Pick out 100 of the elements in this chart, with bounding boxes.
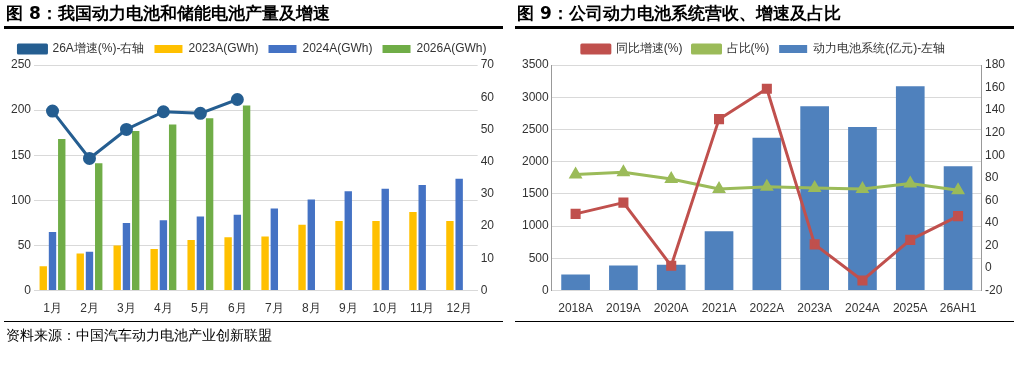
bar [233, 214, 242, 291]
point [569, 167, 582, 179]
y-tick-label: 3500 [521, 57, 550, 72]
y-tick-label: 200 [10, 102, 32, 117]
legend-label: 动力电池系统(亿元)-左轴 [813, 41, 946, 56]
point [570, 208, 581, 219]
bar [609, 265, 638, 291]
bar [381, 188, 389, 291]
point [952, 183, 964, 195]
x-tick-label: 2024A [845, 301, 880, 316]
point [761, 83, 772, 94]
point [857, 275, 868, 286]
y2-tick-label: 100 [984, 147, 1006, 162]
legend-label: 2024A(GWh) [302, 41, 373, 56]
point [193, 106, 207, 120]
legend-label: 同比增速(%) [615, 41, 683, 56]
bar [446, 221, 454, 291]
y2-tick-label: 140 [984, 102, 1006, 117]
bar [242, 105, 251, 291]
bar [76, 253, 84, 291]
bar [122, 222, 131, 291]
x-tick-label: 2月 [80, 301, 99, 316]
y2-tick-label: 40 [984, 215, 999, 230]
bar [58, 139, 66, 291]
bar [196, 216, 205, 291]
x-tick-label: 10月 [372, 301, 398, 316]
x-tick-label: 4月 [154, 301, 173, 316]
y2-tick-label: 0 [984, 260, 992, 275]
y-tick-label: 250 [10, 57, 32, 72]
point [808, 181, 821, 192]
bar [307, 199, 315, 291]
point [119, 122, 133, 136]
y-tick-label: 2500 [521, 121, 550, 136]
point [666, 260, 677, 271]
x-tick-label: 1月 [43, 301, 62, 316]
point [809, 239, 820, 250]
bar [131, 130, 140, 291]
point [713, 114, 725, 125]
bar [39, 266, 47, 291]
x-tick-label: 12月 [446, 301, 472, 316]
y2-tick-label: 120 [984, 124, 1006, 139]
x-tick-label: 2020A [653, 301, 689, 316]
y2-tick-label: 60 [984, 192, 999, 207]
point [953, 211, 964, 222]
bar [943, 166, 973, 291]
y-tick-label: 1000 [521, 218, 550, 233]
bar [704, 231, 734, 291]
legend-label: 占比(%) [726, 41, 770, 56]
x-tick-label: 7月 [264, 301, 284, 316]
bar [48, 231, 57, 291]
y-tick-label: 500 [528, 250, 550, 265]
point [230, 92, 244, 106]
point [617, 165, 630, 177]
bar [455, 178, 463, 291]
bar [205, 118, 214, 291]
bar [168, 124, 177, 291]
bar [848, 126, 877, 291]
y-tick-label: 50 [17, 237, 32, 252]
bar [261, 236, 269, 291]
chart-title: 图 8：我国动力电池和储能电池产量及增速 [4, 0, 503, 29]
y2-tick-label: 180 [984, 57, 1006, 72]
bar [409, 212, 417, 291]
y2-tick-label: 60 [480, 89, 495, 104]
x-tick-label: 2025A [892, 301, 928, 316]
y2-tick-label: 50 [480, 121, 495, 136]
x-tick-label: 2023A [797, 301, 832, 316]
y2-tick-label: 20 [480, 218, 495, 233]
chart-title: 图 9：公司动力电池系统营收、增速及占比 [515, 0, 1014, 29]
y-tick-label: 3000 [521, 89, 550, 104]
y-tick-label: 0 [24, 282, 32, 297]
x-tick-label: 5月 [191, 301, 210, 316]
bar [344, 191, 352, 291]
bar [159, 220, 168, 291]
bar [800, 106, 829, 291]
point [905, 234, 916, 245]
point [156, 105, 170, 119]
bar [298, 224, 306, 291]
y2-tick-label: -20 [984, 282, 1003, 297]
legend-label: 2026A(GWh) [416, 41, 487, 56]
y2-tick-label: 20 [984, 237, 999, 252]
bar [561, 274, 590, 291]
bar [656, 264, 686, 291]
point [713, 182, 725, 194]
bar [335, 221, 343, 291]
point [618, 197, 629, 208]
point [665, 172, 678, 183]
x-tick-label: 26AH1 [939, 301, 977, 316]
point [46, 104, 60, 118]
bar [752, 137, 782, 291]
x-tick-label: 6月 [228, 301, 247, 316]
bar [372, 221, 380, 291]
y2-tick-label: 10 [480, 250, 495, 265]
legend-label: 26A增速(%)-右轴 [52, 41, 145, 56]
x-tick-label: 2019A [606, 301, 641, 316]
bar [270, 208, 279, 291]
text: 资料来源：中国汽车动力电池产业创新联盟 [4, 321, 503, 346]
y-tick-label: 100 [10, 192, 32, 207]
point [761, 180, 773, 191]
y-tick-label: 2000 [521, 154, 550, 168]
bar [150, 249, 158, 291]
